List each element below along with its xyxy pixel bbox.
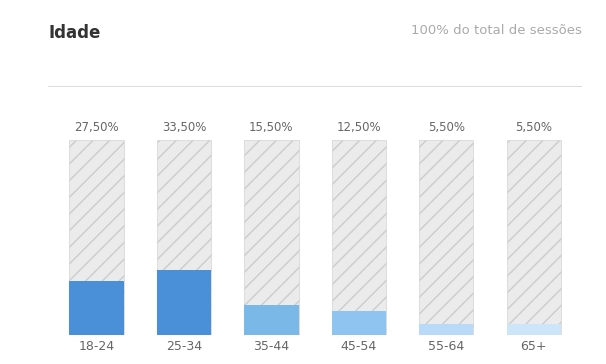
Bar: [331, 141, 386, 335]
Text: 5,50%: 5,50%: [428, 122, 465, 134]
Bar: [507, 324, 561, 335]
Bar: [507, 141, 561, 335]
Text: Idade: Idade: [48, 24, 101, 41]
Bar: [419, 324, 473, 335]
Text: 100% do total de sessões: 100% do total de sessões: [411, 24, 582, 37]
Bar: [70, 141, 124, 335]
Text: 5,50%: 5,50%: [515, 122, 552, 134]
Bar: [244, 305, 299, 335]
Text: 15,50%: 15,50%: [249, 122, 294, 134]
Bar: [157, 270, 211, 335]
Bar: [244, 141, 299, 335]
Bar: [70, 281, 124, 335]
Text: 12,50%: 12,50%: [336, 122, 381, 134]
Text: 27,50%: 27,50%: [75, 122, 119, 134]
Text: 33,50%: 33,50%: [162, 122, 206, 134]
Bar: [419, 141, 473, 335]
Bar: [331, 310, 386, 335]
Bar: [157, 141, 211, 335]
